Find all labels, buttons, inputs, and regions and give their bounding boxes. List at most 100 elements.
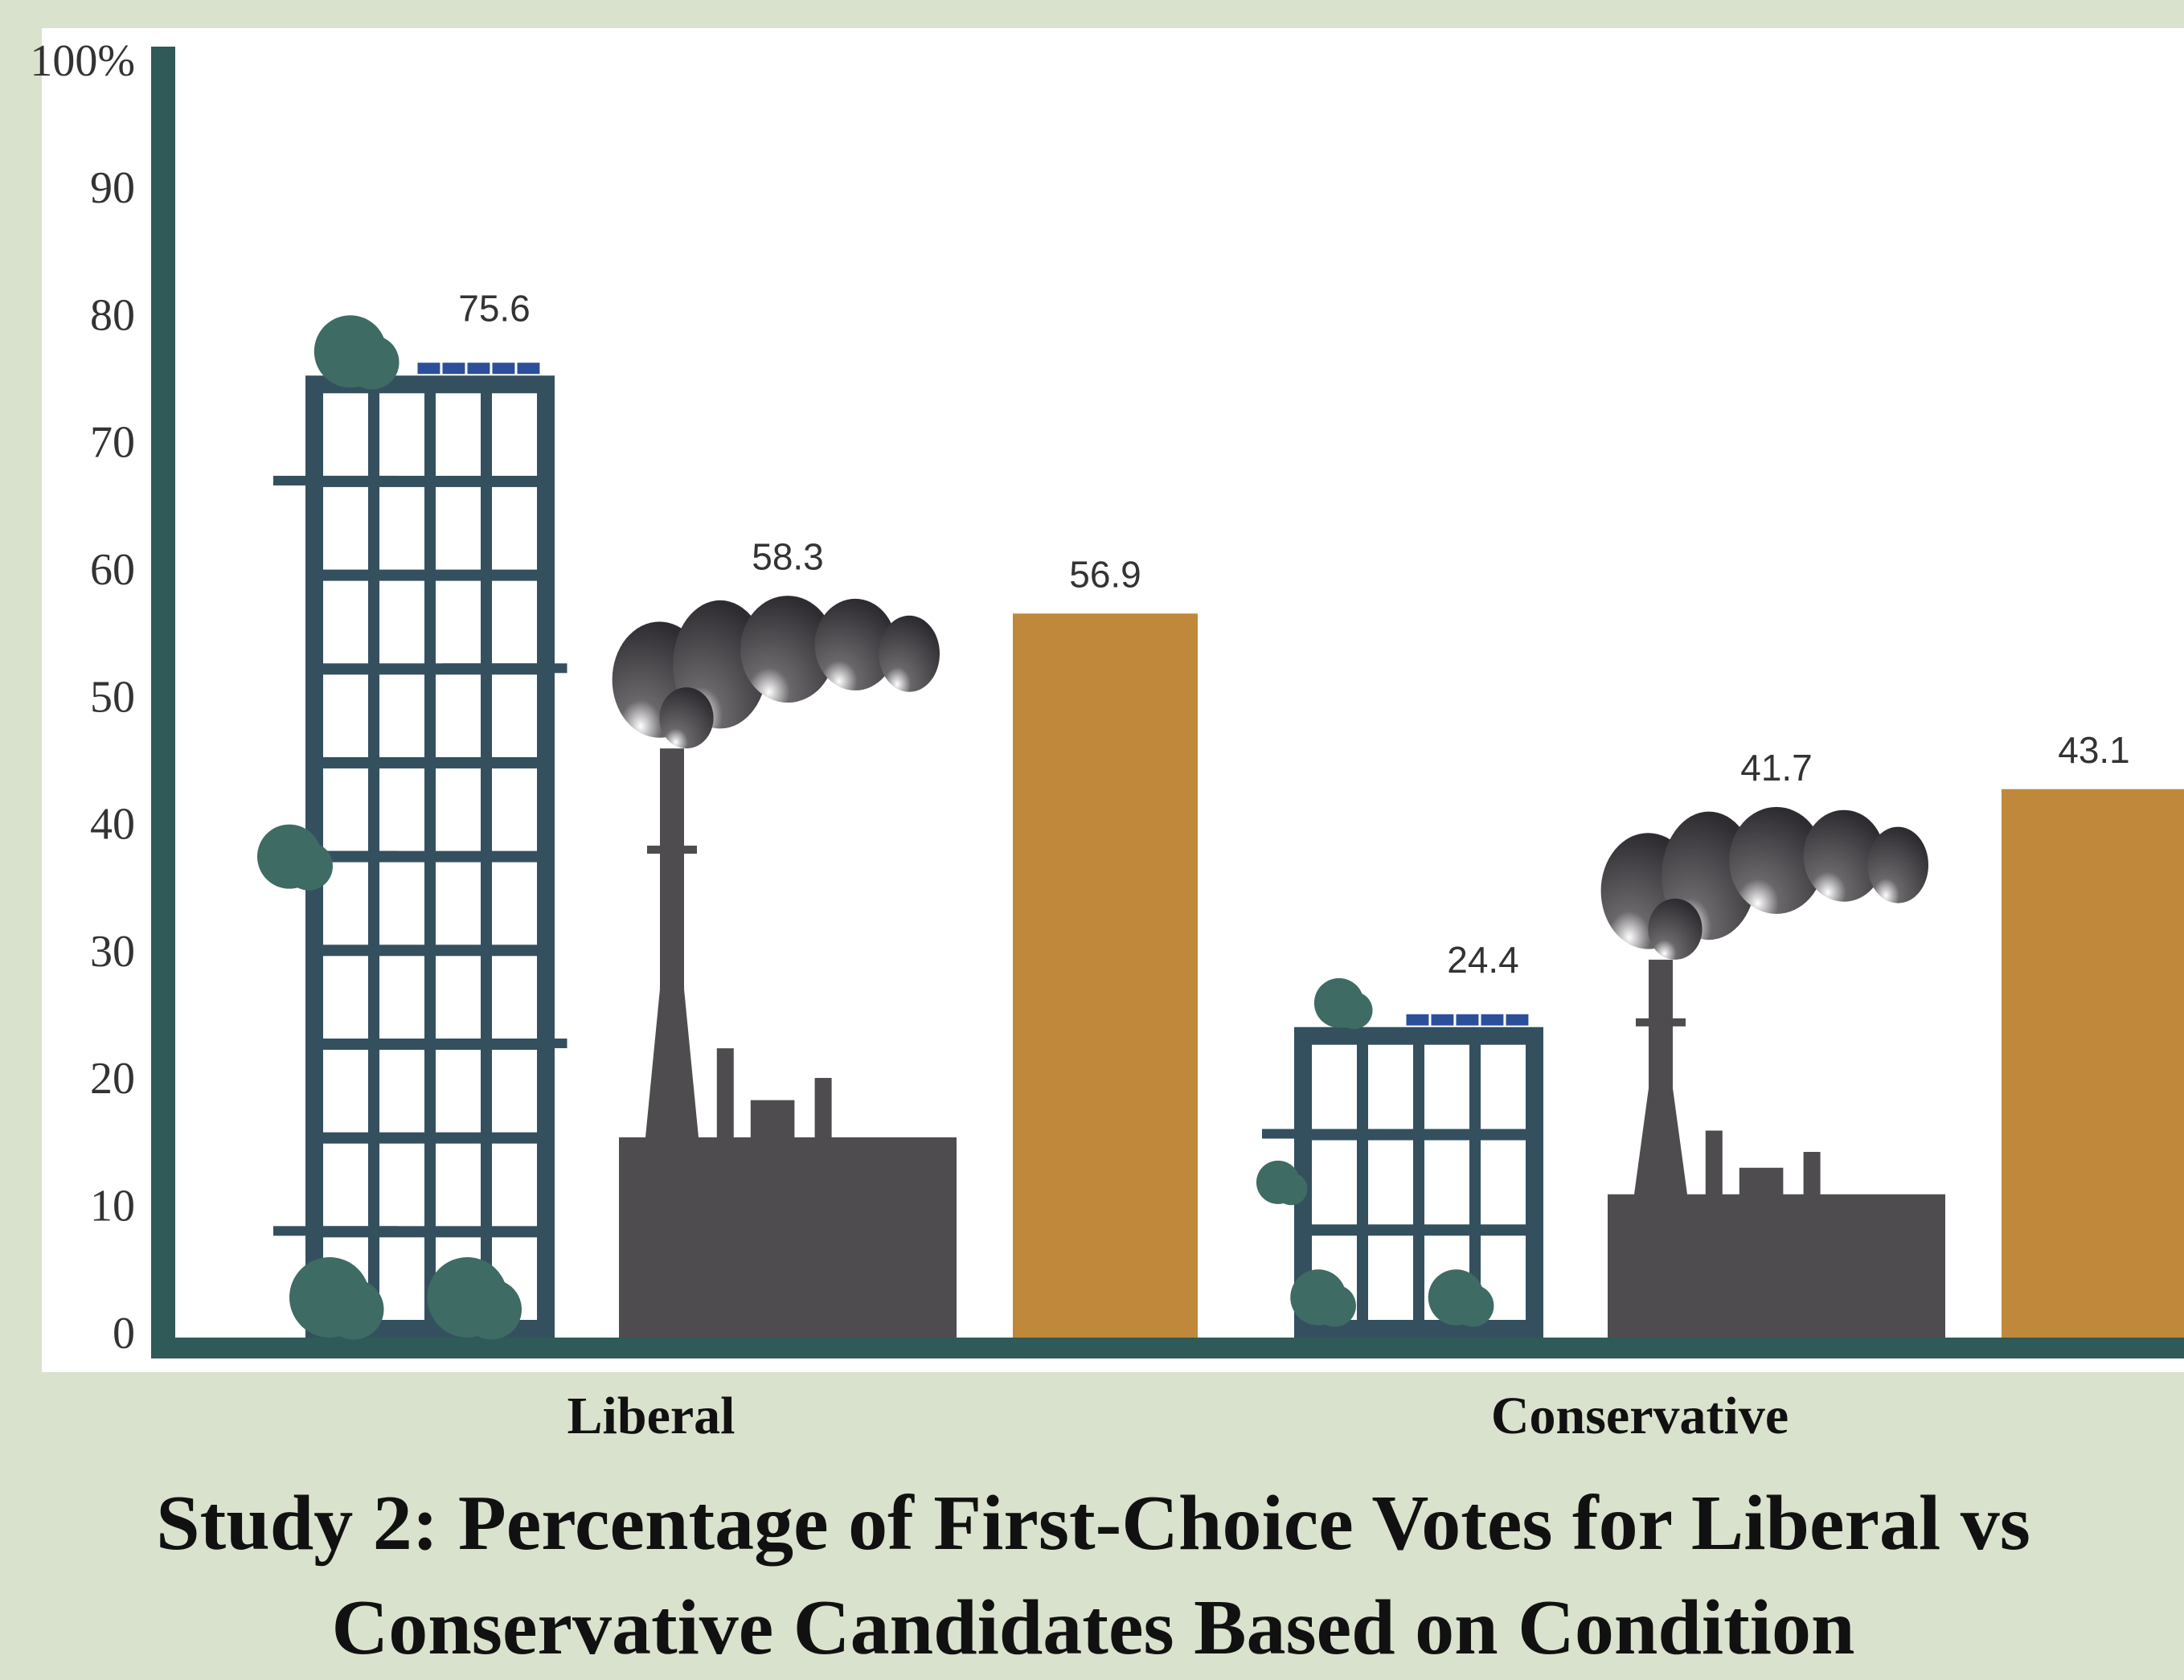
window (379, 580, 424, 664)
value-label: 43.1 (2058, 729, 2130, 771)
bar (1608, 959, 1945, 1338)
solar-panel (442, 363, 465, 375)
window (436, 1143, 481, 1227)
tree (461, 1279, 522, 1340)
y-tick-label: 60 (90, 545, 135, 595)
y-axis (151, 47, 175, 1358)
tree (1335, 991, 1373, 1030)
balcony (1262, 1129, 1387, 1139)
smoke-puff (659, 687, 714, 749)
window (323, 486, 368, 570)
window (1368, 1044, 1413, 1129)
y-tick-label: 70 (90, 418, 135, 468)
window (379, 1143, 424, 1227)
window (379, 862, 424, 945)
window (379, 1237, 424, 1320)
window (1368, 1235, 1413, 1320)
y-tick-label: 40 (90, 800, 135, 850)
bar (2002, 789, 2184, 1338)
window (492, 674, 537, 757)
solar-panel (1456, 1014, 1479, 1026)
balcony (442, 663, 568, 674)
window (492, 768, 537, 851)
window (436, 393, 481, 476)
y-tick-label: 10 (90, 1182, 135, 1231)
smoke-puff (1648, 898, 1703, 960)
value-label: 56.9 (1069, 553, 1141, 595)
smoke-puff (740, 596, 835, 703)
x-tick-label: Conservative (1491, 1387, 1789, 1445)
value-label: 24.4 (1447, 939, 1519, 981)
x-tick-label: Liberal (568, 1387, 736, 1445)
chart-title: Study 2: Percentage of First-Choice Vote… (156, 1480, 2030, 1671)
tree (1452, 1285, 1494, 1327)
window (436, 768, 481, 851)
smoke-puff (1803, 809, 1885, 902)
solar-panel (1506, 1014, 1529, 1026)
solar-panel (517, 363, 540, 375)
window (1368, 1140, 1413, 1225)
window (436, 862, 481, 945)
chimney-ring (647, 846, 697, 854)
tree (1274, 1172, 1308, 1206)
window (379, 1049, 424, 1133)
smoke-puff (879, 615, 940, 692)
solar-panel (1481, 1014, 1504, 1026)
window (323, 1049, 368, 1133)
smoke (612, 596, 940, 749)
smoke-puff (1729, 806, 1824, 914)
window (492, 580, 537, 664)
y-tick-label: 0 (113, 1309, 135, 1358)
window (323, 768, 368, 851)
solar-panel (467, 363, 490, 375)
smoke (1600, 806, 1928, 960)
window (492, 1143, 537, 1227)
y-tick-label: 50 (90, 672, 135, 722)
window (323, 1143, 368, 1227)
window (492, 393, 537, 476)
y-tick-label: 100% (30, 36, 135, 86)
window (436, 1049, 481, 1133)
window (379, 956, 424, 1039)
y-tick-label: 20 (90, 1054, 135, 1104)
window (492, 1049, 537, 1133)
chimney-ring (1636, 1018, 1686, 1026)
tree (1313, 1285, 1356, 1327)
window (492, 956, 537, 1039)
window (323, 956, 368, 1039)
tree (345, 335, 400, 390)
window (436, 580, 481, 664)
bar (619, 748, 957, 1338)
solar-panel (417, 363, 440, 375)
window (492, 486, 537, 570)
y-tick-label: 80 (90, 290, 135, 340)
window (379, 768, 424, 851)
solar-panel (1406, 1014, 1429, 1026)
solar-panel (1431, 1014, 1454, 1026)
smoke-puff (1867, 826, 1928, 904)
window (323, 674, 368, 757)
window (1424, 1044, 1469, 1129)
window (379, 674, 424, 757)
window (323, 580, 368, 664)
value-label: 58.3 (752, 535, 824, 577)
tree (323, 1279, 384, 1340)
window (436, 956, 481, 1039)
window (436, 486, 481, 570)
window (436, 674, 481, 757)
window (492, 862, 537, 945)
value-label: 75.6 (458, 287, 531, 329)
balcony (442, 1038, 568, 1048)
balcony (273, 475, 398, 486)
solar-panel (492, 363, 515, 375)
window (379, 393, 424, 476)
value-label: 41.7 (1740, 747, 1813, 789)
window (1312, 1044, 1357, 1129)
window (1312, 1140, 1357, 1225)
window (1424, 1140, 1469, 1225)
window (1481, 1140, 1526, 1225)
y-tick-label: 30 (90, 927, 135, 977)
smoke-puff (814, 598, 896, 690)
bar (1013, 613, 1198, 1338)
